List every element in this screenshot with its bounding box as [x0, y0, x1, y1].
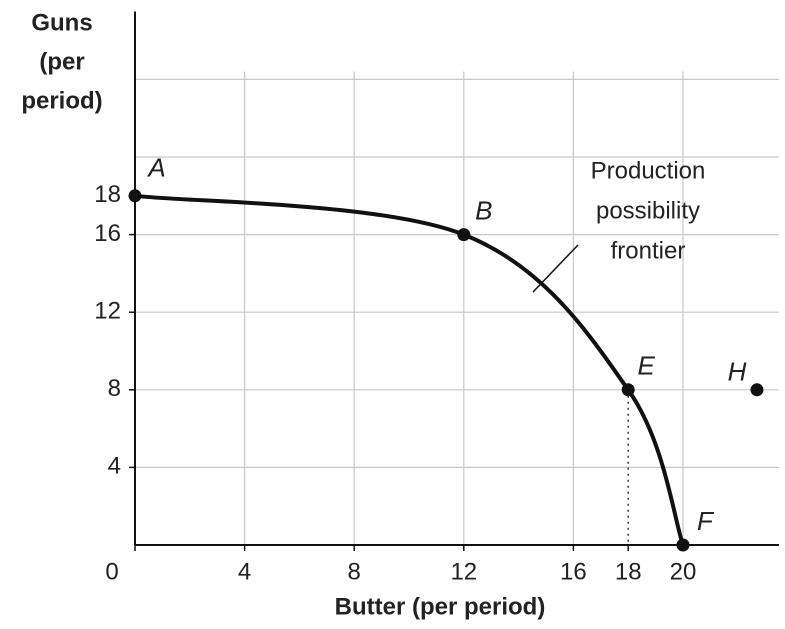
annotation: Production [591, 157, 706, 184]
x-tick-label: 16 [560, 558, 587, 585]
point [457, 228, 471, 242]
point-label: B [475, 195, 492, 225]
point [128, 189, 142, 203]
ppf-curve [134, 193, 685, 546]
annotation: possibility [596, 197, 700, 224]
point [750, 383, 764, 397]
y-tick-label: 4 [108, 453, 121, 480]
point [676, 538, 690, 552]
point-label: H [728, 357, 747, 387]
x-tick-label: 20 [670, 558, 697, 585]
annotation: frontier [611, 237, 686, 264]
x-tick-label: 0 [105, 558, 118, 585]
point-label: F [697, 506, 715, 536]
point [621, 383, 635, 397]
x-tick-label: 12 [450, 558, 477, 585]
x-tick-label: 18 [615, 558, 642, 585]
y-tick-label: 8 [108, 375, 121, 402]
y-tick-label: 18 [94, 181, 121, 208]
y-axis-label: (per [39, 48, 84, 75]
point-label: A [146, 153, 165, 183]
x-tick-label: 4 [238, 558, 251, 585]
point-label: E [638, 351, 656, 381]
x-tick-label: 8 [348, 558, 361, 585]
leader-line [532, 244, 579, 293]
y-tick-label: 16 [94, 220, 121, 247]
y-axis-label: period) [21, 87, 102, 114]
x-axis-label: Butter (per period) [335, 593, 546, 620]
y-tick-label: 12 [94, 298, 121, 325]
y-axis-label: Guns [31, 9, 92, 36]
